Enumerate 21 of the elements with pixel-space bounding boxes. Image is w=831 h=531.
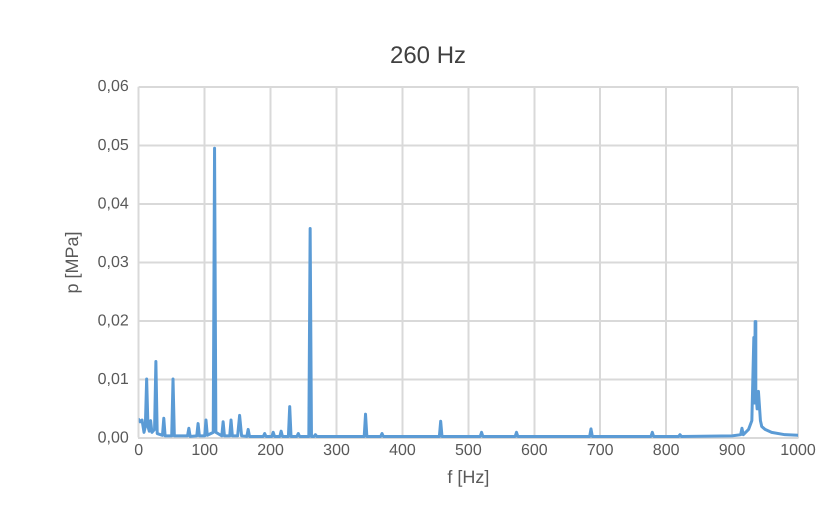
y-tick-label: 0,06 [98,78,129,96]
x-tick-label: 200 [257,442,284,460]
y-tick-label: 0,04 [98,195,129,212]
x-tick-label: 800 [652,442,680,460]
x-tick-label: 400 [389,442,416,460]
x-tick-label: 100 [191,442,218,460]
x-axis-title: f [Hz] [447,467,490,488]
y-axis-title: p [MPa] [62,231,82,294]
x-tick-label: 500 [455,442,482,460]
x-tick-label: 1000 [780,442,816,460]
x-tick-label: 300 [323,442,350,460]
y-tick-label: 0,05 [98,136,129,154]
y-tick-label: 0,03 [98,254,129,271]
x-tick-label: 900 [718,442,746,460]
chart-title: 260 Hz [390,42,466,70]
y-tick-label: 0,02 [98,312,129,330]
x-tick-label: 700 [586,442,614,460]
x-tick-label: 0 [134,442,144,460]
x-tick-label: 600 [520,442,548,460]
y-tick-label: 0,00 [98,430,129,447]
y-tick-label: 0,01 [98,371,129,388]
